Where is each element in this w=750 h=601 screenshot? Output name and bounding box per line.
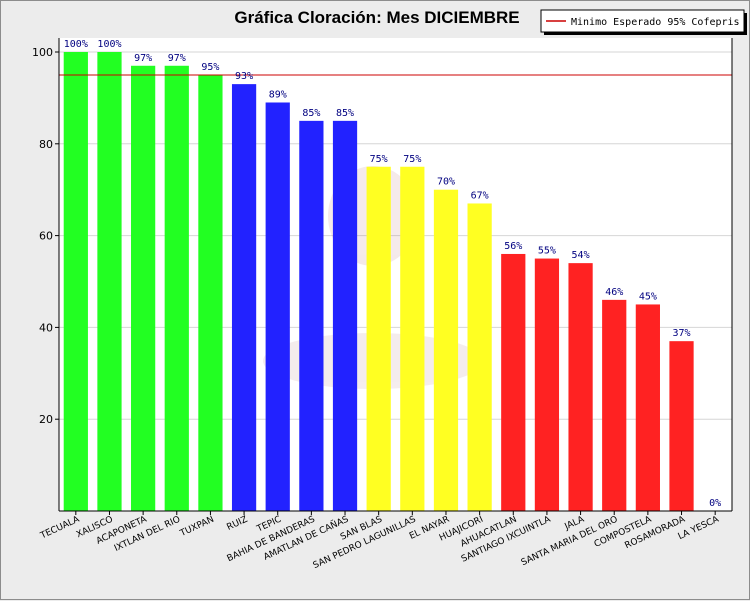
y-tick-label-40: 40 [39,321,53,334]
bar-7 [265,102,290,512]
y-tick-label-20: 20 [39,413,53,426]
y-tick-label-60: 60 [39,230,53,243]
bar-2 [97,52,122,511]
data-label-8: 85% [302,108,320,119]
data-label-4: 97% [168,53,186,64]
bar-11 [400,166,425,511]
data-label-1: 100% [64,39,88,50]
bar-6 [231,84,257,511]
bar-4 [164,65,189,512]
x-tick-label-5: TUXPAN [178,515,216,540]
bar-19 [669,341,694,511]
data-label-10: 75% [370,154,388,165]
data-label-12: 70% [437,177,455,188]
data-label-18: 45% [639,291,657,302]
data-label-17: 46% [605,287,623,298]
data-label-2: 100% [97,39,121,50]
data-label-9: 85% [336,108,354,119]
data-label-5: 95% [201,62,219,73]
data-label-11: 75% [403,154,421,165]
y-tick-label-80: 80 [39,138,53,151]
bar-16 [568,263,593,511]
bar-17 [602,299,627,511]
bar-14 [501,253,526,511]
legend: Minimo Esperado 95% Cofepris [540,9,747,35]
bar-8 [299,120,324,511]
data-label-3: 97% [134,53,152,64]
data-label-15: 55% [538,246,556,257]
y-tick-label-100: 100 [32,46,53,59]
bar-9 [332,120,358,511]
data-label-20: 0% [709,498,721,509]
data-label-14: 56% [504,241,522,252]
bar-3 [131,65,156,512]
plot-area [59,38,732,511]
x-tick-label-1: TECUALA [38,514,82,541]
data-label-7: 89% [269,89,287,100]
bar-18 [635,304,660,511]
data-label-16: 54% [572,250,590,261]
legend-entry-label: Minimo Esperado 95% Cofepris [571,17,740,28]
bar-13 [467,203,492,511]
data-label-6: 93% [235,71,253,82]
chart-title: Gráfica Cloración: Mes DICIEMBRE [234,8,519,27]
bar-5 [198,74,223,511]
data-label-13: 67% [471,190,489,201]
bar-12 [433,189,459,511]
x-tick-label-6: RUIZ [225,515,249,533]
bar-1 [63,52,88,511]
legend-box [540,9,745,33]
bar-10 [366,166,391,511]
data-label-19: 37% [672,328,690,339]
bar-15 [534,258,560,511]
